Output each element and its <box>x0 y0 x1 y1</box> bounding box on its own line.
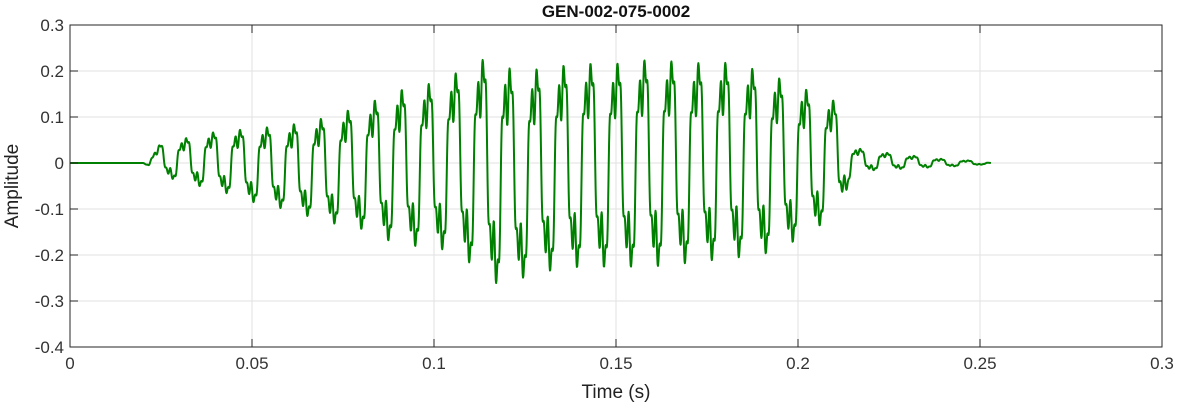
x-tick-label: 0.25 <box>963 354 996 373</box>
x-tick-label: 0.05 <box>235 354 268 373</box>
y-tick-label: -0.1 <box>35 200 64 219</box>
y-tick-label: 0 <box>55 154 64 173</box>
y-tick-label: -0.3 <box>35 292 64 311</box>
waveform-series <box>69 58 992 285</box>
chart-title: GEN-002-075-0002 <box>542 2 690 21</box>
tick-marks <box>69 24 1163 348</box>
x-tick-label: 0 <box>65 354 74 373</box>
y-axis-label: Amplitude <box>2 144 23 229</box>
x-tick-labels: 0 0.05 0.1 0.15 0.2 0.25 0.3 <box>65 354 1174 373</box>
x-tick-label: 0.3 <box>1150 354 1174 373</box>
y-tick-label: 0.2 <box>40 62 64 81</box>
y-tick-label: -0.2 <box>35 246 64 265</box>
y-tick-label: -0.4 <box>35 338 64 357</box>
x-tick-label: 0.15 <box>599 354 632 373</box>
y-tick-label: 0.3 <box>40 16 64 35</box>
y-tick-labels: -0.4 -0.3 -0.2 -0.1 0 0.1 0.2 0.3 <box>35 16 64 357</box>
y-tick-label: 0.1 <box>40 108 64 127</box>
waveform-line <box>69 58 992 285</box>
x-tick-label: 0.1 <box>422 354 446 373</box>
x-axis-label: Time (s) <box>582 382 651 403</box>
x-tick-label: 0.2 <box>786 354 810 373</box>
